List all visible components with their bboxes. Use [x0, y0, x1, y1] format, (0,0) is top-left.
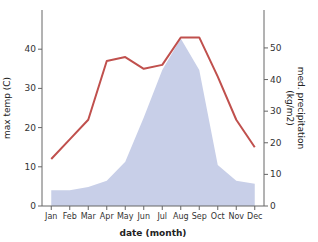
- y-tick-label: 0: [30, 201, 36, 211]
- y-tick: [38, 206, 42, 207]
- y2-tick-label: 20: [270, 138, 282, 148]
- x-tick: [106, 206, 107, 210]
- x-tick: [217, 206, 218, 210]
- x-tick-label: Feb: [63, 212, 77, 221]
- x-tick-label: Jan: [44, 212, 57, 221]
- x-tick-label: Sep: [192, 212, 207, 221]
- y-tick-label: 40: [25, 44, 37, 54]
- y-tick-label: 20: [25, 123, 37, 133]
- x-tick: [199, 206, 200, 210]
- y2-tick-label: 0: [270, 201, 276, 211]
- x-tick-label: Oct: [211, 212, 225, 221]
- x-tick-label: May: [117, 212, 134, 221]
- x-tick: [236, 206, 237, 210]
- x-tick: [143, 206, 144, 210]
- x-tick-label: Dec: [247, 212, 262, 221]
- y2-tick-label: 30: [270, 106, 282, 116]
- x-tick-label: Mar: [81, 212, 97, 221]
- y-axis-label: max temp (C): [2, 77, 12, 139]
- x-tick: [69, 206, 70, 210]
- y-tick-label: 30: [25, 83, 37, 93]
- y2-axis-line: [264, 10, 265, 206]
- x-tick-label: Aug: [173, 212, 189, 221]
- x-tick-label: Jun: [137, 212, 151, 221]
- y-tick-label: 10: [25, 162, 37, 172]
- y-axis-line: [42, 10, 43, 206]
- y2-tick-label: 50: [270, 43, 282, 53]
- x-tick: [51, 206, 52, 210]
- y-tick: [38, 49, 42, 50]
- y-tick: [38, 127, 42, 128]
- x-tick: [162, 206, 163, 210]
- y2-axis-label: med. precipitation(kg/m2): [285, 67, 306, 149]
- plot-area: [51, 37, 255, 206]
- y2-tick: [264, 142, 268, 143]
- x-tick-label: Nov: [228, 212, 244, 221]
- area: [51, 38, 255, 206]
- y2-axis-label-line: (kg/m2): [285, 90, 295, 125]
- x-tick-label: Apr: [100, 212, 115, 221]
- y2-tick-label: 40: [270, 75, 282, 85]
- x-axis-label: date (month): [120, 228, 187, 238]
- y2-tick-label: 10: [270, 169, 282, 179]
- y2-axis-label-line: med. precipitation: [296, 67, 306, 149]
- y2-tick: [264, 111, 268, 112]
- line: [51, 37, 255, 159]
- x-tick: [254, 206, 255, 210]
- x-tick: [180, 206, 181, 210]
- x-tick-label: Jul: [156, 212, 167, 221]
- y-tick: [38, 166, 42, 167]
- chart: 0 10 20 30 40 0 10 20 30 40 50 Jan Feb MarAprMayJun Ju…: [0, 0, 318, 242]
- y2-tick: [264, 47, 268, 48]
- x-axis-line: [42, 206, 264, 207]
- x-tick: [88, 206, 89, 210]
- y2-tick: [264, 79, 268, 80]
- y2-tick: [264, 174, 268, 175]
- x-tick: [125, 206, 126, 210]
- y2-tick: [264, 206, 268, 207]
- y-tick: [38, 88, 42, 89]
